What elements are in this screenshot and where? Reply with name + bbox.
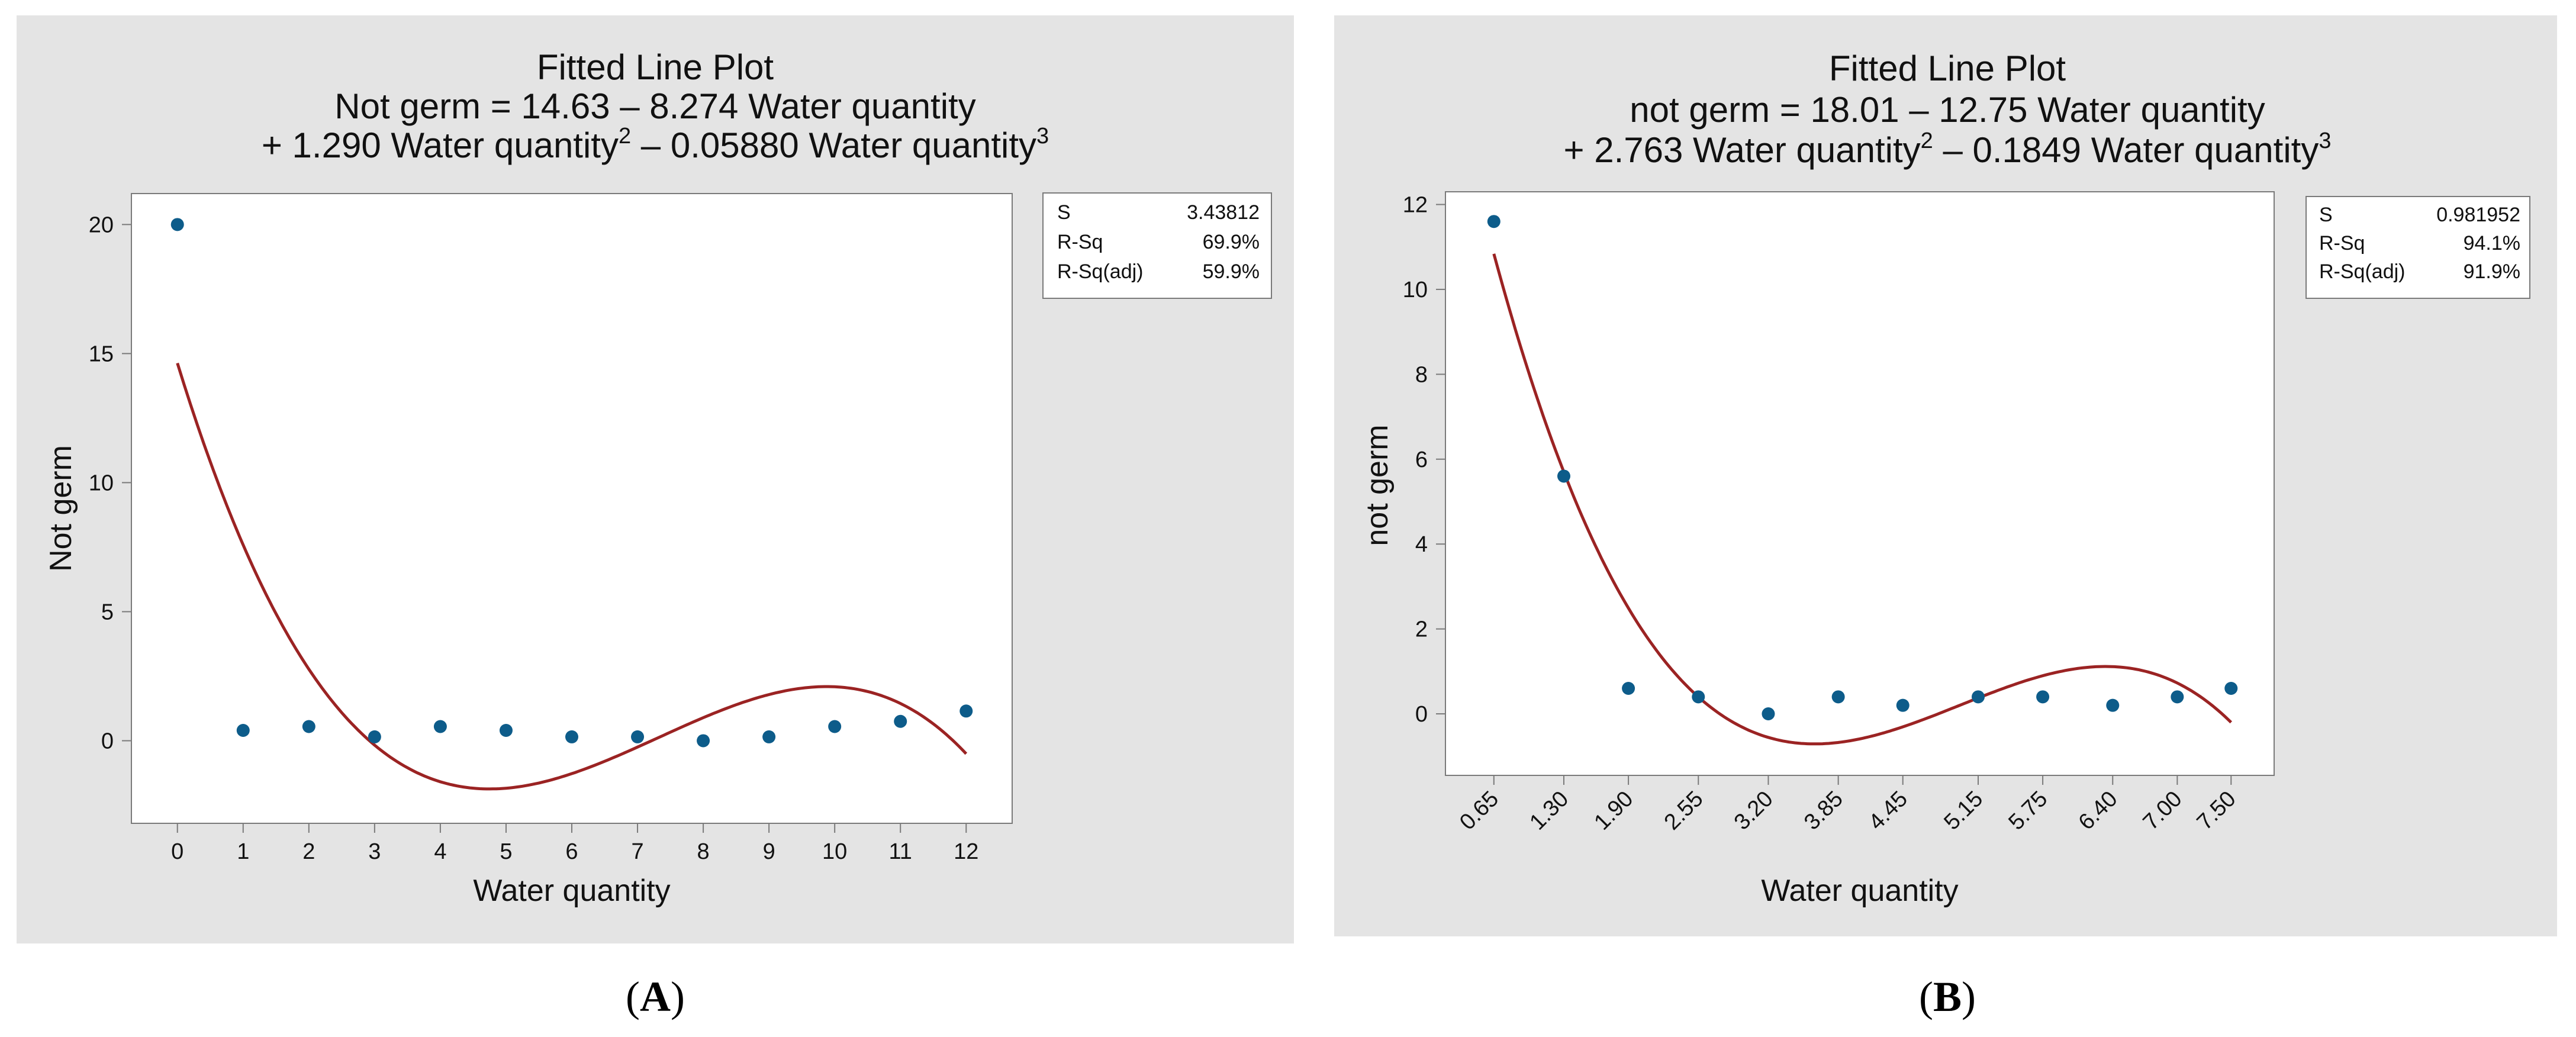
data-point: [1831, 690, 1845, 704]
panel-a-caption: (A): [626, 973, 685, 1020]
x-tick-label: 3: [368, 839, 381, 864]
y-tick-label: 0: [101, 729, 114, 753]
panel-b-data-points: [1487, 215, 2238, 721]
data-point: [959, 704, 973, 718]
stat-label: R-Sq(adj): [1057, 260, 1143, 283]
panel-b-equation-line2: + 2.763 Water quantity2 – 0.1849 Water q…: [1564, 128, 2332, 170]
y-tick-label: 5: [101, 600, 114, 624]
stat-value: 3.43812: [1187, 201, 1260, 224]
data-point: [2171, 690, 2184, 704]
x-tick-label: 6: [565, 839, 578, 864]
data-point: [1972, 690, 1985, 704]
panel-a-x-axis-label: Water quantity: [473, 874, 670, 908]
y-tick-label: 6: [1415, 447, 1428, 472]
panel-b-caption: (B): [1919, 973, 1976, 1020]
data-point: [1762, 707, 1775, 721]
x-tick-label: 2: [302, 839, 315, 864]
data-point: [236, 724, 250, 738]
panel-b: Fitted Line Plot not germ = 18.01 – 12.7…: [1334, 15, 2557, 1020]
stat-value: 59.9%: [1203, 260, 1260, 283]
panel-a-equation-line2: + 1.290 Water quantity2 – 0.05880 Water …: [262, 124, 1049, 165]
data-point: [1622, 681, 1635, 695]
stat-label: R-Sq: [1057, 231, 1103, 253]
panel-b-equation-line1: not germ = 18.01 – 12.75 Water quantity: [1630, 90, 2265, 130]
panel-a-plot-area: [131, 193, 1013, 824]
panel-b-y-axis-label: not germ: [1360, 424, 1395, 546]
data-point: [499, 724, 513, 738]
y-tick-label: 10: [1403, 278, 1428, 302]
data-point: [1896, 698, 1910, 712]
panel-b-plot-area: [1445, 191, 2275, 776]
stat-label: R-Sq: [2319, 232, 2365, 255]
stat-value: 91.9%: [2464, 260, 2520, 283]
stat-label: R-Sq(adj): [2319, 260, 2405, 283]
y-tick-label: 2: [1415, 617, 1428, 642]
data-point: [302, 720, 315, 733]
x-tick-label: 10: [822, 839, 847, 864]
x-tick-label: 5: [500, 839, 512, 864]
x-tick-label: 1: [237, 839, 249, 864]
panel-b-x-axis-label: Water quantity: [1761, 874, 1958, 908]
data-point: [433, 720, 447, 733]
panel-a: Fitted Line Plot Not germ = 14.63 – 8.27…: [17, 15, 1294, 1020]
x-tick-label: 11: [888, 839, 912, 864]
data-point: [631, 730, 645, 743]
panel-b-fitted-curve: [1492, 253, 2233, 746]
y-tick-label: 8: [1415, 362, 1428, 387]
data-point: [894, 714, 907, 728]
panel-a-stats-box: S 3.43812 R-Sq 69.9% R-Sq(adj) 59.9%: [1042, 192, 1272, 299]
stat-label: S: [2319, 204, 2333, 226]
y-tick-label: 15: [89, 342, 114, 366]
data-point: [2106, 698, 2120, 712]
x-tick-label: 12: [954, 839, 978, 864]
panel-a-data-points: [170, 218, 973, 748]
panel-a-equation-line1: Not germ = 14.63 – 8.274 Water quantity: [334, 86, 975, 126]
panel-b-title: Fitted Line Plot: [1829, 49, 2066, 88]
stat-label: S: [1057, 201, 1071, 224]
data-point: [1487, 215, 1500, 228]
data-point: [170, 218, 184, 231]
stat-value: 0.981952: [2436, 204, 2520, 226]
data-point: [1692, 690, 1705, 704]
panel-a-y-axis-label: Not germ: [44, 445, 78, 572]
data-point: [2036, 690, 2050, 704]
y-tick-label: 4: [1415, 532, 1428, 557]
data-point: [2224, 681, 2238, 695]
y-tick-label: 0: [1415, 702, 1428, 727]
stat-value: 69.9%: [1203, 231, 1260, 253]
y-tick-label: 10: [89, 471, 114, 495]
panel-a-title: Fitted Line Plot: [537, 47, 774, 87]
y-tick-label: 20: [89, 212, 114, 237]
y-tick-label: 12: [1403, 193, 1428, 218]
data-point: [762, 730, 776, 743]
panel-b-stats-frame: [2305, 196, 2530, 299]
panel-a-stats-frame: [1042, 192, 1272, 299]
data-point: [828, 720, 842, 733]
x-tick-label: 0: [171, 839, 183, 864]
data-point: [368, 730, 381, 743]
panel-a-fitted-curve: [176, 362, 968, 791]
x-tick-label: 8: [697, 839, 710, 864]
data-point: [1557, 469, 1570, 483]
data-point: [565, 730, 578, 743]
data-point: [697, 734, 710, 748]
x-tick-label: 7: [631, 839, 643, 864]
x-tick-label: 9: [763, 839, 775, 864]
x-tick-label: 4: [434, 839, 446, 864]
panel-b-stats-box: S 0.981952 R-Sq 94.1% R-Sq(adj) 91.9%: [2305, 196, 2530, 299]
stat-value: 94.1%: [2464, 232, 2520, 255]
